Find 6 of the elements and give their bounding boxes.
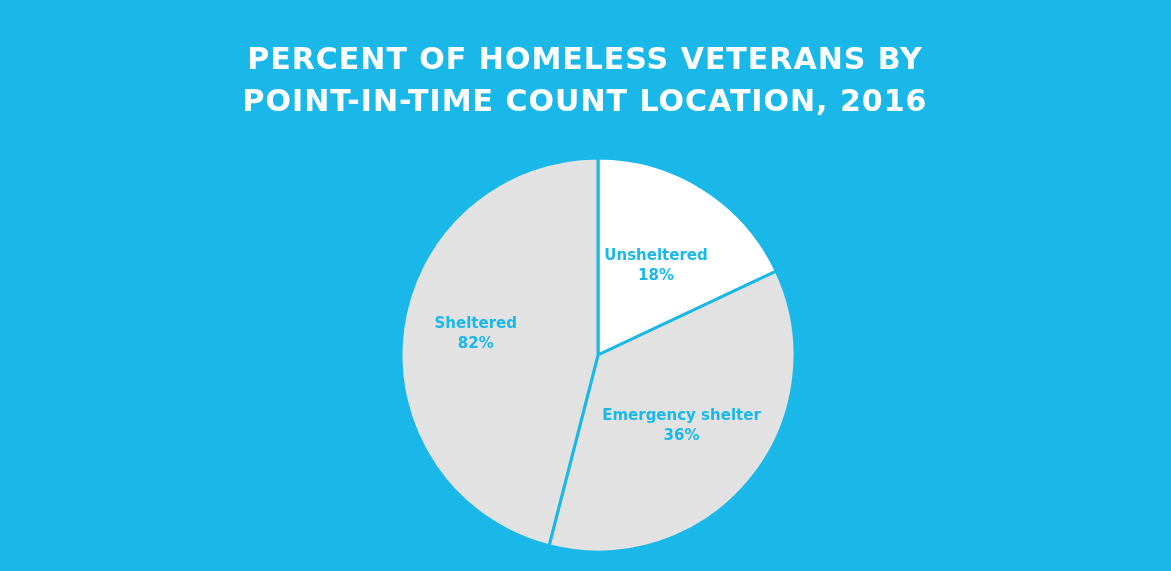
data-label: 36%	[663, 426, 700, 445]
chart-title: PERCENT OF HOMELESS VETERANS BY POINT-IN-TIME COUNT LOCATION, 2016	[241, 40, 929, 120]
slice-label: Emergency shelter	[602, 406, 762, 425]
data-label: 18%	[638, 265, 675, 284]
slice-label: Unsheltered	[604, 245, 708, 264]
text: Sheltered 82%	[433, 313, 518, 354]
